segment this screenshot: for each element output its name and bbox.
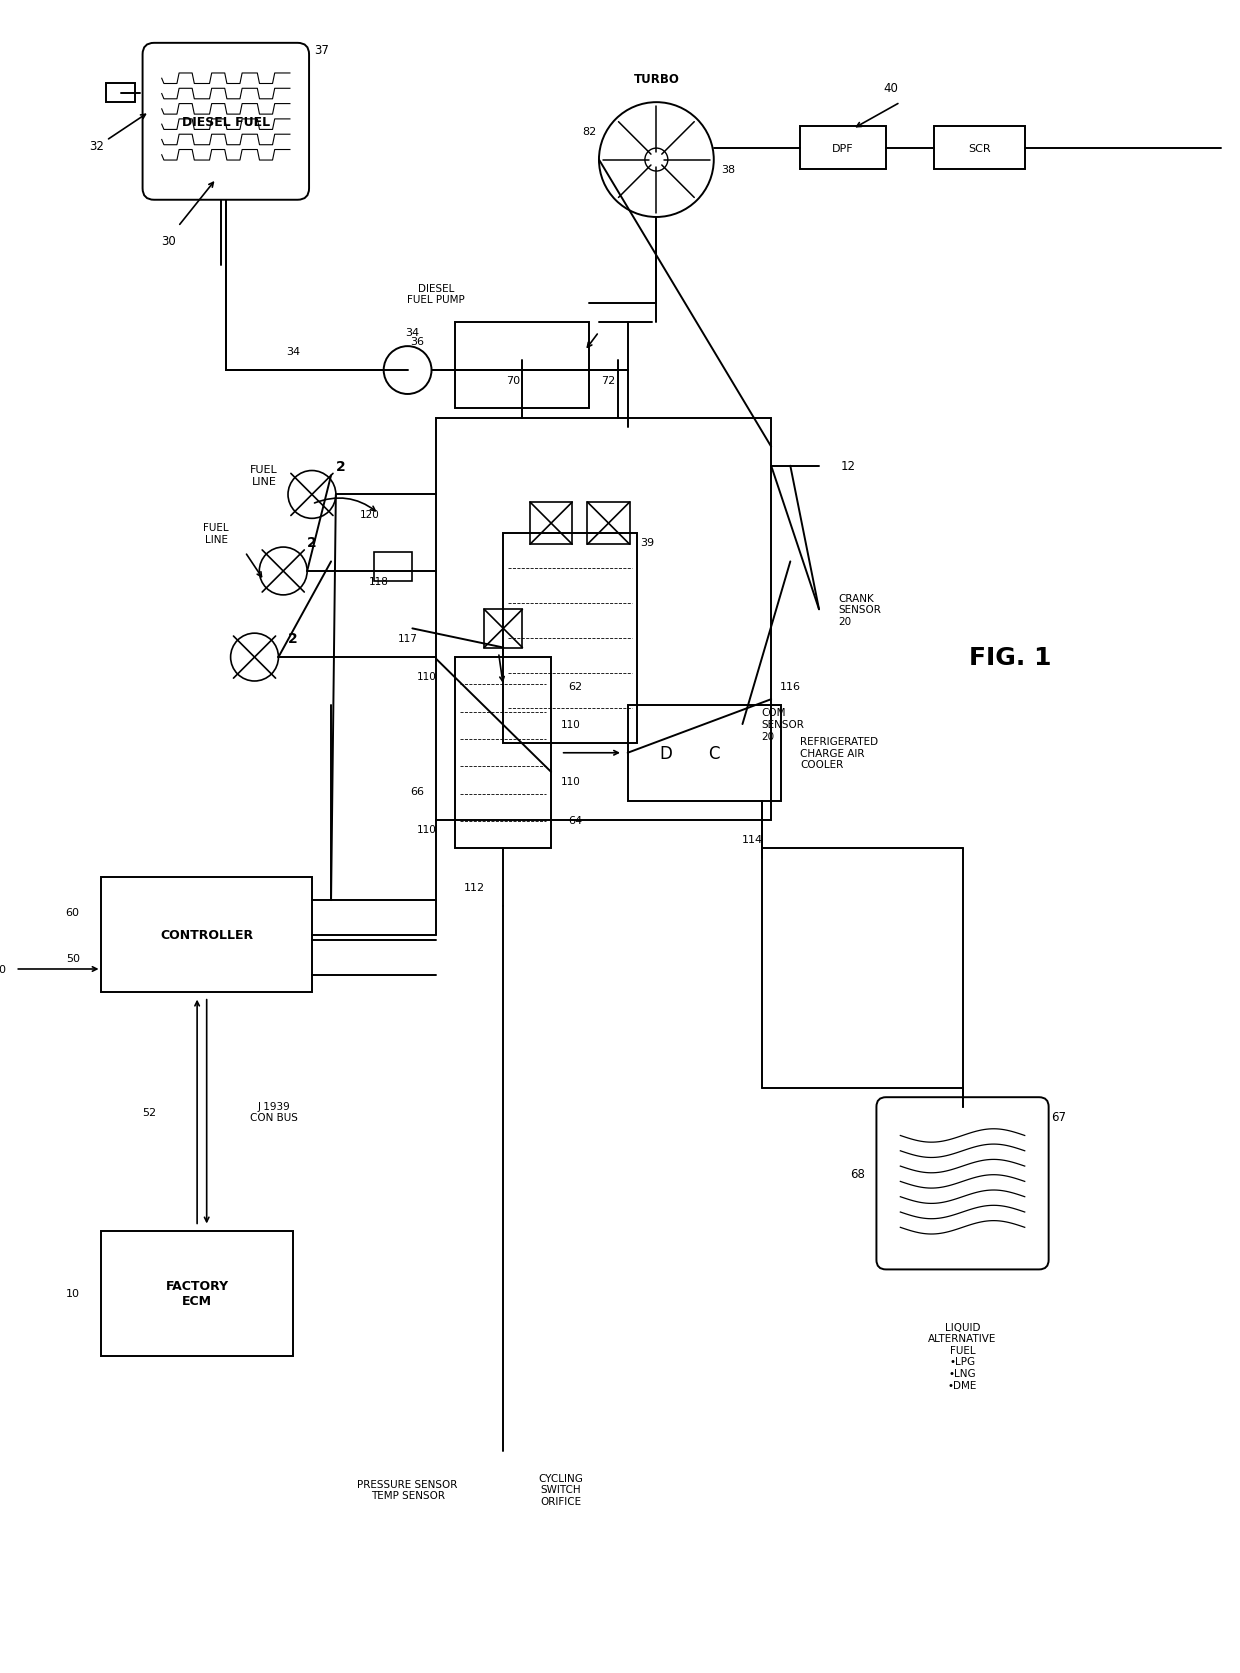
Bar: [934, 127, 1024, 171]
Text: FIG. 1: FIG. 1: [970, 646, 1052, 669]
Text: 40: 40: [883, 82, 898, 95]
Text: 60: 60: [66, 907, 79, 917]
Text: 37: 37: [314, 43, 329, 57]
Text: 110: 110: [560, 776, 580, 786]
FancyBboxPatch shape: [143, 43, 309, 201]
Circle shape: [383, 346, 432, 395]
Circle shape: [231, 634, 279, 681]
Bar: [627, 706, 781, 801]
Text: 50: 50: [66, 954, 79, 964]
Text: CYCLING
SWITCH
ORIFICE: CYCLING SWITCH ORIFICE: [538, 1472, 583, 1506]
Bar: [436, 418, 771, 820]
Text: 100: 100: [0, 964, 6, 974]
Text: 64: 64: [568, 815, 582, 825]
Text: FUEL
LINE: FUEL LINE: [203, 522, 229, 544]
Text: 2: 2: [308, 535, 316, 550]
Bar: [484, 611, 522, 647]
Text: FUEL
LINE: FUEL LINE: [250, 465, 278, 487]
Text: CRANK
SENSOR
20: CRANK SENSOR 20: [838, 594, 882, 626]
Text: 12: 12: [841, 460, 856, 473]
Circle shape: [599, 104, 714, 217]
Text: 70: 70: [506, 375, 520, 385]
Circle shape: [288, 472, 336, 519]
Text: 72: 72: [601, 375, 615, 385]
Text: REFRIGERATED
CHARGE AIR
COOLER: REFRIGERATED CHARGE AIR COOLER: [800, 736, 878, 770]
Text: 66: 66: [410, 786, 424, 796]
Text: 34: 34: [285, 346, 300, 356]
Text: 36: 36: [410, 338, 424, 346]
Text: COM
SENSOR
20: COM SENSOR 20: [761, 708, 805, 741]
Bar: [455, 657, 551, 848]
Text: 67: 67: [1050, 1111, 1065, 1123]
Text: 110: 110: [417, 673, 436, 683]
Text: 110: 110: [560, 719, 580, 729]
Bar: [455, 323, 589, 410]
Text: SCR: SCR: [968, 144, 991, 154]
Text: 112: 112: [464, 882, 485, 892]
Bar: [102, 878, 312, 992]
Text: 120: 120: [360, 509, 379, 519]
Text: 68: 68: [849, 1168, 864, 1181]
Text: DIESEL FUEL: DIESEL FUEL: [182, 115, 270, 129]
Text: FACTORY
ECM: FACTORY ECM: [166, 1280, 228, 1308]
FancyBboxPatch shape: [877, 1097, 1049, 1270]
Text: CONTROLLER: CONTROLLER: [160, 929, 253, 942]
Text: 30: 30: [161, 236, 176, 248]
Bar: [800, 127, 887, 171]
Bar: [588, 504, 630, 545]
Text: 118: 118: [370, 576, 389, 586]
Text: 82: 82: [583, 127, 596, 137]
Text: 34: 34: [405, 328, 419, 338]
Text: D: D: [660, 744, 672, 763]
Text: 52: 52: [143, 1108, 156, 1118]
Bar: [374, 552, 413, 581]
Text: 2: 2: [288, 632, 298, 646]
Bar: [102, 1231, 293, 1355]
Text: DIESEL
FUEL PUMP: DIESEL FUEL PUMP: [408, 283, 465, 304]
Text: PRESSURE SENSOR
TEMP SENSOR: PRESSURE SENSOR TEMP SENSOR: [357, 1479, 458, 1501]
Circle shape: [645, 149, 668, 172]
Circle shape: [259, 547, 308, 596]
Text: 62: 62: [568, 681, 582, 691]
Text: 10: 10: [66, 1288, 79, 1298]
Text: TURBO: TURBO: [634, 72, 680, 85]
Text: C: C: [708, 744, 719, 763]
Text: 32: 32: [89, 139, 104, 152]
Text: 116: 116: [780, 681, 801, 691]
Text: J 1939
CON BUS: J 1939 CON BUS: [249, 1101, 298, 1123]
Text: 110: 110: [417, 825, 436, 835]
Text: DPF: DPF: [832, 144, 854, 154]
Bar: [529, 504, 572, 545]
Text: LIQUID
ALTERNATIVE
FUEL
•LPG
•LNG
•DME: LIQUID ALTERNATIVE FUEL •LPG •LNG •DME: [929, 1322, 997, 1390]
Bar: [107, 84, 135, 104]
Text: 39: 39: [640, 539, 653, 549]
Text: 38: 38: [722, 166, 735, 176]
Text: 2: 2: [336, 460, 346, 473]
Bar: [503, 534, 637, 744]
Text: 114: 114: [742, 835, 763, 845]
Text: 117: 117: [398, 634, 418, 644]
